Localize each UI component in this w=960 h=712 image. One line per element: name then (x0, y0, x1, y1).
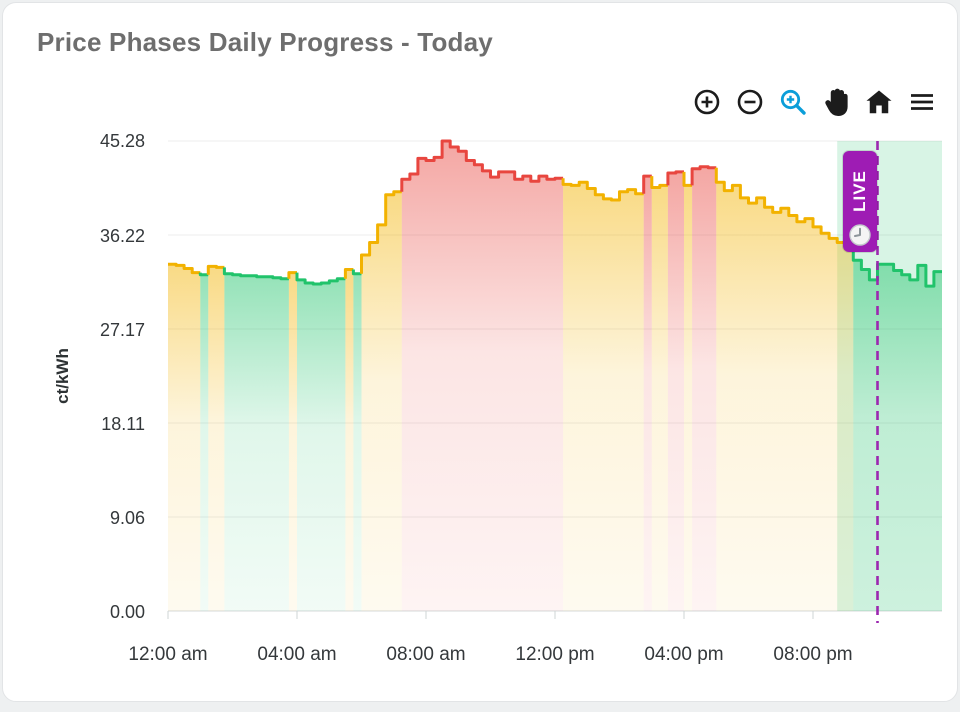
zoom-in-button[interactable] (690, 85, 724, 119)
live-badge-label: LIVE (850, 170, 869, 212)
y-tick-label: 18.11 (101, 414, 145, 434)
y-tick-label: 45.28 (100, 131, 145, 151)
chart-card: Price Phases Daily Progress - Today (2, 2, 958, 702)
chart-area: 45.28 36.22 27.17 18.11 9.06 0.00 ct/kWh… (3, 3, 957, 701)
x-tick-label: 08:00 am (386, 644, 465, 665)
price-phases-chart[interactable]: 45.28 36.22 27.17 18.11 9.06 0.00 ct/kWh… (3, 3, 960, 707)
page-title: Price Phases Daily Progress - Today (37, 27, 493, 57)
clock-icon (849, 224, 871, 246)
menu-icon (911, 94, 933, 110)
menu-button[interactable] (905, 85, 939, 119)
zoom-out-button[interactable] (733, 85, 767, 119)
y-axis: 45.28 36.22 27.17 18.11 9.06 0.00 ct/kWh (53, 131, 145, 622)
x-tick-label: 12:00 pm (515, 644, 594, 665)
y-tick-label: 36.22 (100, 226, 145, 246)
pan-button[interactable] (819, 85, 853, 119)
x-axis: 12:00 am 04:00 am 08:00 am 12:00 pm 04:0… (128, 644, 852, 665)
x-tick-label: 04:00 am (257, 644, 336, 665)
y-tick-label: 27.17 (100, 320, 145, 340)
x-tick-label: 12:00 am (128, 644, 207, 665)
home-reset-button[interactable] (862, 85, 896, 119)
y-tick-label: 9.06 (110, 508, 145, 528)
selection-zoom-icon (780, 89, 806, 115)
y-tick-label: 0.00 (110, 602, 145, 622)
zoom-in-icon (694, 89, 720, 115)
price-step-line (168, 139, 942, 288)
y-axis-title: ct/kWh (53, 348, 72, 404)
phase-area-fills (168, 141, 942, 612)
zoom-out-icon (737, 89, 763, 115)
x-tick-label: 08:00 pm (773, 644, 852, 665)
live-badge: LIVE (843, 151, 877, 252)
selection-zoom-button[interactable] (776, 85, 810, 119)
home-icon (866, 90, 892, 114)
x-tick-label: 04:00 pm (644, 644, 723, 665)
chart-toolbar (690, 85, 939, 119)
pan-hand-icon (825, 88, 848, 116)
